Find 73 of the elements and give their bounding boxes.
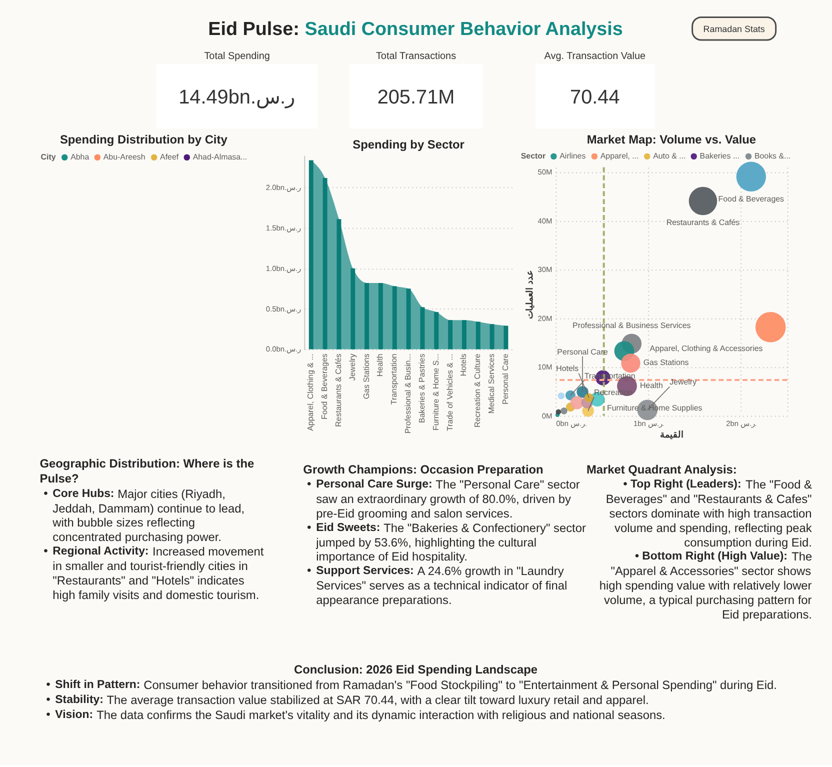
- x-tick-label: Transportation: [390, 354, 399, 405]
- category-label: Avg. Transaction Value: [544, 50, 646, 62]
- x-tick-label: Gas Stations: [362, 354, 371, 400]
- bar: [350, 268, 356, 350]
- text: • Stability: The average transaction value stabilized at SAR 70.44, with a clear tilt toward luxury retail and apparel.: [46, 692, 649, 707]
- legend-title: Sector: [520, 151, 546, 160]
- text: • Top Right (Leaders): The "Food & Beverages" and "Restaurants & Cafes" sectors dominate with high transaction volume and spending, reflecting peak consumption during Eid.: [606, 478, 812, 550]
- legend-title: City: [40, 152, 56, 162]
- text: Market Quadrant Analysis:: [586, 462, 737, 476]
- text: Spending Distribution by City: [60, 132, 228, 146]
- annotation: Restaurants & Cafés: [666, 218, 740, 228]
- bar: [476, 322, 480, 350]
- text: • Eid Sweets: The "Bakeries & Confectionery" sector jumped by 53.6%, highlighting the cultural importance of Eid hospitality.: [307, 520, 586, 564]
- bar: [504, 326, 508, 350]
- bar: [490, 324, 494, 350]
- text: • Regional Activity: Increased movement in smaller and tourist-friendly cities in "Restaurants" and "Hotels" indicates high family visits and domestic tourism.: [44, 544, 264, 602]
- x-tick-label: Jewelry: [348, 354, 357, 381]
- bar: [392, 286, 397, 350]
- x-tick-label: Apparel, Clothing & ...: [306, 354, 316, 431]
- text: Conclusion: 2026 Eid Spending Landscape: [294, 662, 538, 676]
- text: • Shift in Pattern: Consumer behavior transitioned from Ramadan's "Food Stockpiling" to "Entertainment & Personal Spending" during Eid.: [46, 678, 777, 692]
- bar: [448, 320, 453, 350]
- bar: [336, 219, 342, 350]
- legend-label: Apparel, ...: [600, 151, 639, 160]
- text: • Core Hubs: Major cities (Riyadh, Jeddah, Dammam) continue to lead, with bubble sizes reflecting concentrated purchasing power.: [44, 486, 245, 544]
- x-axis-title: القيمة: [660, 430, 684, 440]
- legend-label: Auto & ...: [653, 151, 686, 160]
- text: Eid Pulse: Saudi Consumer Behavior Analysis: [208, 19, 623, 40]
- bar: [322, 178, 328, 350]
- legend-label: Bakeries ...: [700, 151, 740, 160]
- bar: [378, 282, 383, 350]
- text: 14.49bn.ر.س: [178, 86, 296, 109]
- annotation: Professional & Business Services: [572, 320, 691, 330]
- category-label: Total Transactions: [376, 50, 456, 62]
- bar: [420, 307, 425, 350]
- x-tick-label: Professional & Busin...: [404, 354, 413, 434]
- x-tick-label: Medical Services: [487, 354, 496, 414]
- legend-label: Ahad-Almasa...: [192, 152, 248, 162]
- chart-title: Market Map: Volume vs. Value: [586, 132, 756, 146]
- text: 70.44: [570, 86, 620, 109]
- x-tick-label: Restaurants & Cafés: [334, 354, 343, 427]
- bar: [308, 160, 314, 350]
- text: Ramadan Stats: [703, 24, 766, 34]
- text: • Bottom Right (High Value): The "Apparel & Accessories" sector shows high spending value with relatively lower volume, a typical purchasing pattern for Eid preparations.: [599, 550, 812, 622]
- text: • Vision: The data confirms the Saudi market's vitality and its dynamic interaction with religious and national seasons.: [46, 708, 666, 722]
- x-tick-label: Bakeries & Pastries: [417, 354, 426, 423]
- bar: [406, 288, 411, 350]
- legend-label: Afeef: [160, 152, 180, 162]
- annotation: Apparel, Clothing & Accessories: [650, 344, 763, 353]
- text: • Support Services: A 24.6% growth in "Laundry Services" serves as a technical indicator of final appearance preparations.: [307, 564, 568, 607]
- legend-label: Airlines: [560, 151, 586, 160]
- bar: [462, 320, 466, 350]
- text: 205.71M: [377, 86, 455, 109]
- x-tick-label: Health: [376, 354, 385, 377]
- bar: [434, 312, 439, 350]
- annotation: Food & Beverages: [718, 194, 784, 204]
- x-tick-label: Recreation & Culture: [473, 353, 482, 428]
- bar: [364, 282, 370, 350]
- category-label: Total Spending: [204, 50, 270, 62]
- x-tick-label: Personal Care: [500, 353, 510, 404]
- legend-label: Abha: [70, 152, 90, 162]
- x-tick-label: Trade of Vehicles & ...: [445, 354, 454, 432]
- x-tick-label: Food & Beverages: [320, 354, 330, 420]
- text: Growth Champions: Occasion Preparation: [303, 462, 544, 476]
- legend-label: Books &...: [754, 151, 791, 160]
- x-tick-label: Hotels: [459, 354, 468, 376]
- annotation: Personal Care: [557, 347, 608, 356]
- y-axis-title: عدد العمليات: [524, 270, 535, 319]
- x-tick-label: Furniture & Home S...: [431, 354, 440, 430]
- text: Geographic Distribution: Where is the Pulse?: [40, 456, 254, 486]
- chart-title: Spending by Sector: [352, 137, 465, 152]
- text: • Personal Care Surge: The "Personal Care" sector saw an extraordinary growth of 80.0%, driven by pre-Eid grooming and salon services.: [307, 478, 580, 520]
- legend-label: Abu-Areesh: [103, 152, 146, 162]
